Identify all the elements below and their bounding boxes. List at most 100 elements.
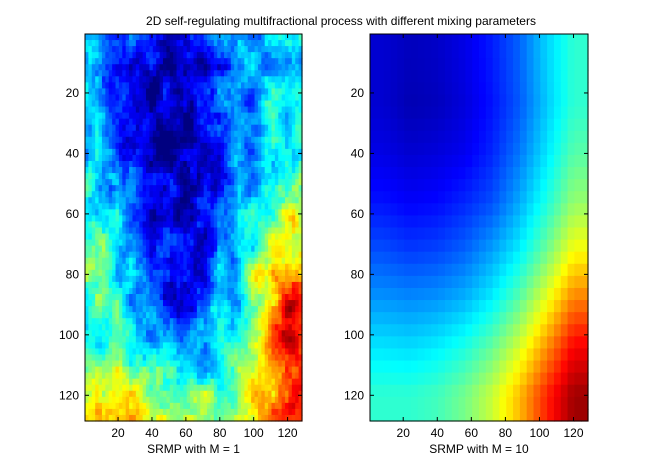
heatmap-cell xyxy=(200,372,205,380)
heatmap-cell xyxy=(567,70,575,83)
heatmap-cell xyxy=(240,318,245,325)
heatmap-cell xyxy=(278,384,283,392)
heatmap-cell xyxy=(146,124,151,132)
heatmap-cell xyxy=(129,82,134,90)
heatmap-cell xyxy=(254,402,259,410)
heatmap-cell xyxy=(210,257,215,265)
heatmap-cell xyxy=(281,215,286,223)
heatmap-cell xyxy=(186,221,191,229)
heatmap-cell xyxy=(424,275,432,289)
heatmap-cell xyxy=(288,209,293,217)
heatmap-cell xyxy=(190,70,195,77)
heatmap-cell xyxy=(85,372,89,380)
heatmap-cell xyxy=(166,402,171,410)
heatmap-cell xyxy=(288,342,293,350)
heatmap-cell xyxy=(132,324,137,331)
heatmap-cell xyxy=(129,197,134,204)
heatmap-cell xyxy=(162,130,167,138)
heatmap-cell xyxy=(85,106,89,114)
heatmap-cell xyxy=(291,257,296,265)
heatmap-cell xyxy=(404,118,412,132)
heatmap-cell xyxy=(533,312,541,325)
heatmap-cell xyxy=(88,160,93,168)
heatmap-cell xyxy=(370,179,378,192)
heatmap-cell xyxy=(146,154,151,162)
heatmap-cell xyxy=(285,197,290,204)
heatmap-cell xyxy=(291,227,296,235)
heatmap-cell xyxy=(288,118,293,126)
heatmap-cell xyxy=(291,342,296,350)
heatmap-cell xyxy=(254,287,259,295)
heatmap-cell xyxy=(227,384,232,392)
heatmap-cell xyxy=(451,46,460,59)
heatmap-cell xyxy=(574,312,582,325)
heatmap-cell xyxy=(298,221,303,229)
heatmap-cell xyxy=(465,142,473,156)
heatmap-cell xyxy=(278,396,283,404)
heatmap-cell xyxy=(220,94,225,102)
heatmap-cell xyxy=(526,336,535,350)
heatmap-cell xyxy=(200,239,205,247)
heatmap-cell xyxy=(193,384,198,392)
heatmap-cell xyxy=(485,154,494,168)
heatmap-cell xyxy=(271,160,276,168)
heatmap-cell xyxy=(190,294,195,301)
heatmap-cell xyxy=(139,136,144,144)
heatmap-cell xyxy=(105,118,110,126)
heatmap-cell xyxy=(203,281,208,289)
heatmap-cell xyxy=(183,167,188,174)
heatmap-cell xyxy=(444,46,453,59)
heatmap-cell xyxy=(169,263,174,271)
heatmap-cell xyxy=(95,82,100,90)
heatmap-cell xyxy=(169,269,174,277)
heatmap-cell xyxy=(298,100,303,108)
heatmap-cell xyxy=(438,348,446,362)
heatmap-cell xyxy=(285,118,290,126)
heatmap-cell xyxy=(220,64,225,71)
heatmap-cell xyxy=(513,46,521,59)
heatmap-cell xyxy=(105,257,110,265)
heatmap-cell xyxy=(424,94,432,108)
heatmap-cell xyxy=(91,360,96,368)
heatmap-cell xyxy=(193,245,198,253)
heatmap-cell xyxy=(162,239,167,247)
heatmap-cell xyxy=(146,70,151,77)
heatmap-cell xyxy=(533,167,541,180)
heatmap-cell xyxy=(101,52,106,59)
heatmap-cell xyxy=(125,136,130,144)
heatmap-cell xyxy=(203,82,208,90)
heatmap-cell xyxy=(271,300,276,307)
heatmap-cell xyxy=(213,245,218,253)
heatmap-cell xyxy=(370,167,378,180)
heatmap-cell xyxy=(271,245,276,253)
heatmap-cell xyxy=(193,263,198,271)
heatmap-cell xyxy=(85,408,89,416)
heatmap-cell xyxy=(257,142,262,150)
heatmap-cell xyxy=(125,414,130,422)
heatmap-cell xyxy=(91,130,96,138)
heatmap-cell xyxy=(98,130,103,138)
heatmap-cell xyxy=(254,312,259,319)
heatmap-cell xyxy=(390,215,398,229)
heatmap-cell xyxy=(278,112,283,120)
heatmap-cell xyxy=(240,130,245,138)
heatmap-cell xyxy=(122,34,127,41)
heatmap-cell xyxy=(431,312,439,325)
heatmap-cell xyxy=(254,82,259,90)
heatmap-cell xyxy=(183,354,188,362)
heatmap-cell xyxy=(169,414,174,422)
heatmap-cell xyxy=(186,82,191,90)
heatmap-cell xyxy=(115,46,120,53)
y-tick-label: 40 xyxy=(66,146,80,160)
heatmap-cell xyxy=(479,287,487,301)
heatmap-cell xyxy=(166,70,171,77)
heatmap-cell xyxy=(129,281,134,289)
heatmap-cell xyxy=(132,408,137,416)
heatmap-cell xyxy=(581,46,589,59)
heatmap-cell xyxy=(247,100,252,108)
heatmap-cell xyxy=(112,88,117,96)
heatmap-cell xyxy=(410,263,419,277)
heatmap-cell xyxy=(193,372,198,380)
heatmap-cell xyxy=(142,203,147,210)
heatmap-cell xyxy=(179,100,184,108)
